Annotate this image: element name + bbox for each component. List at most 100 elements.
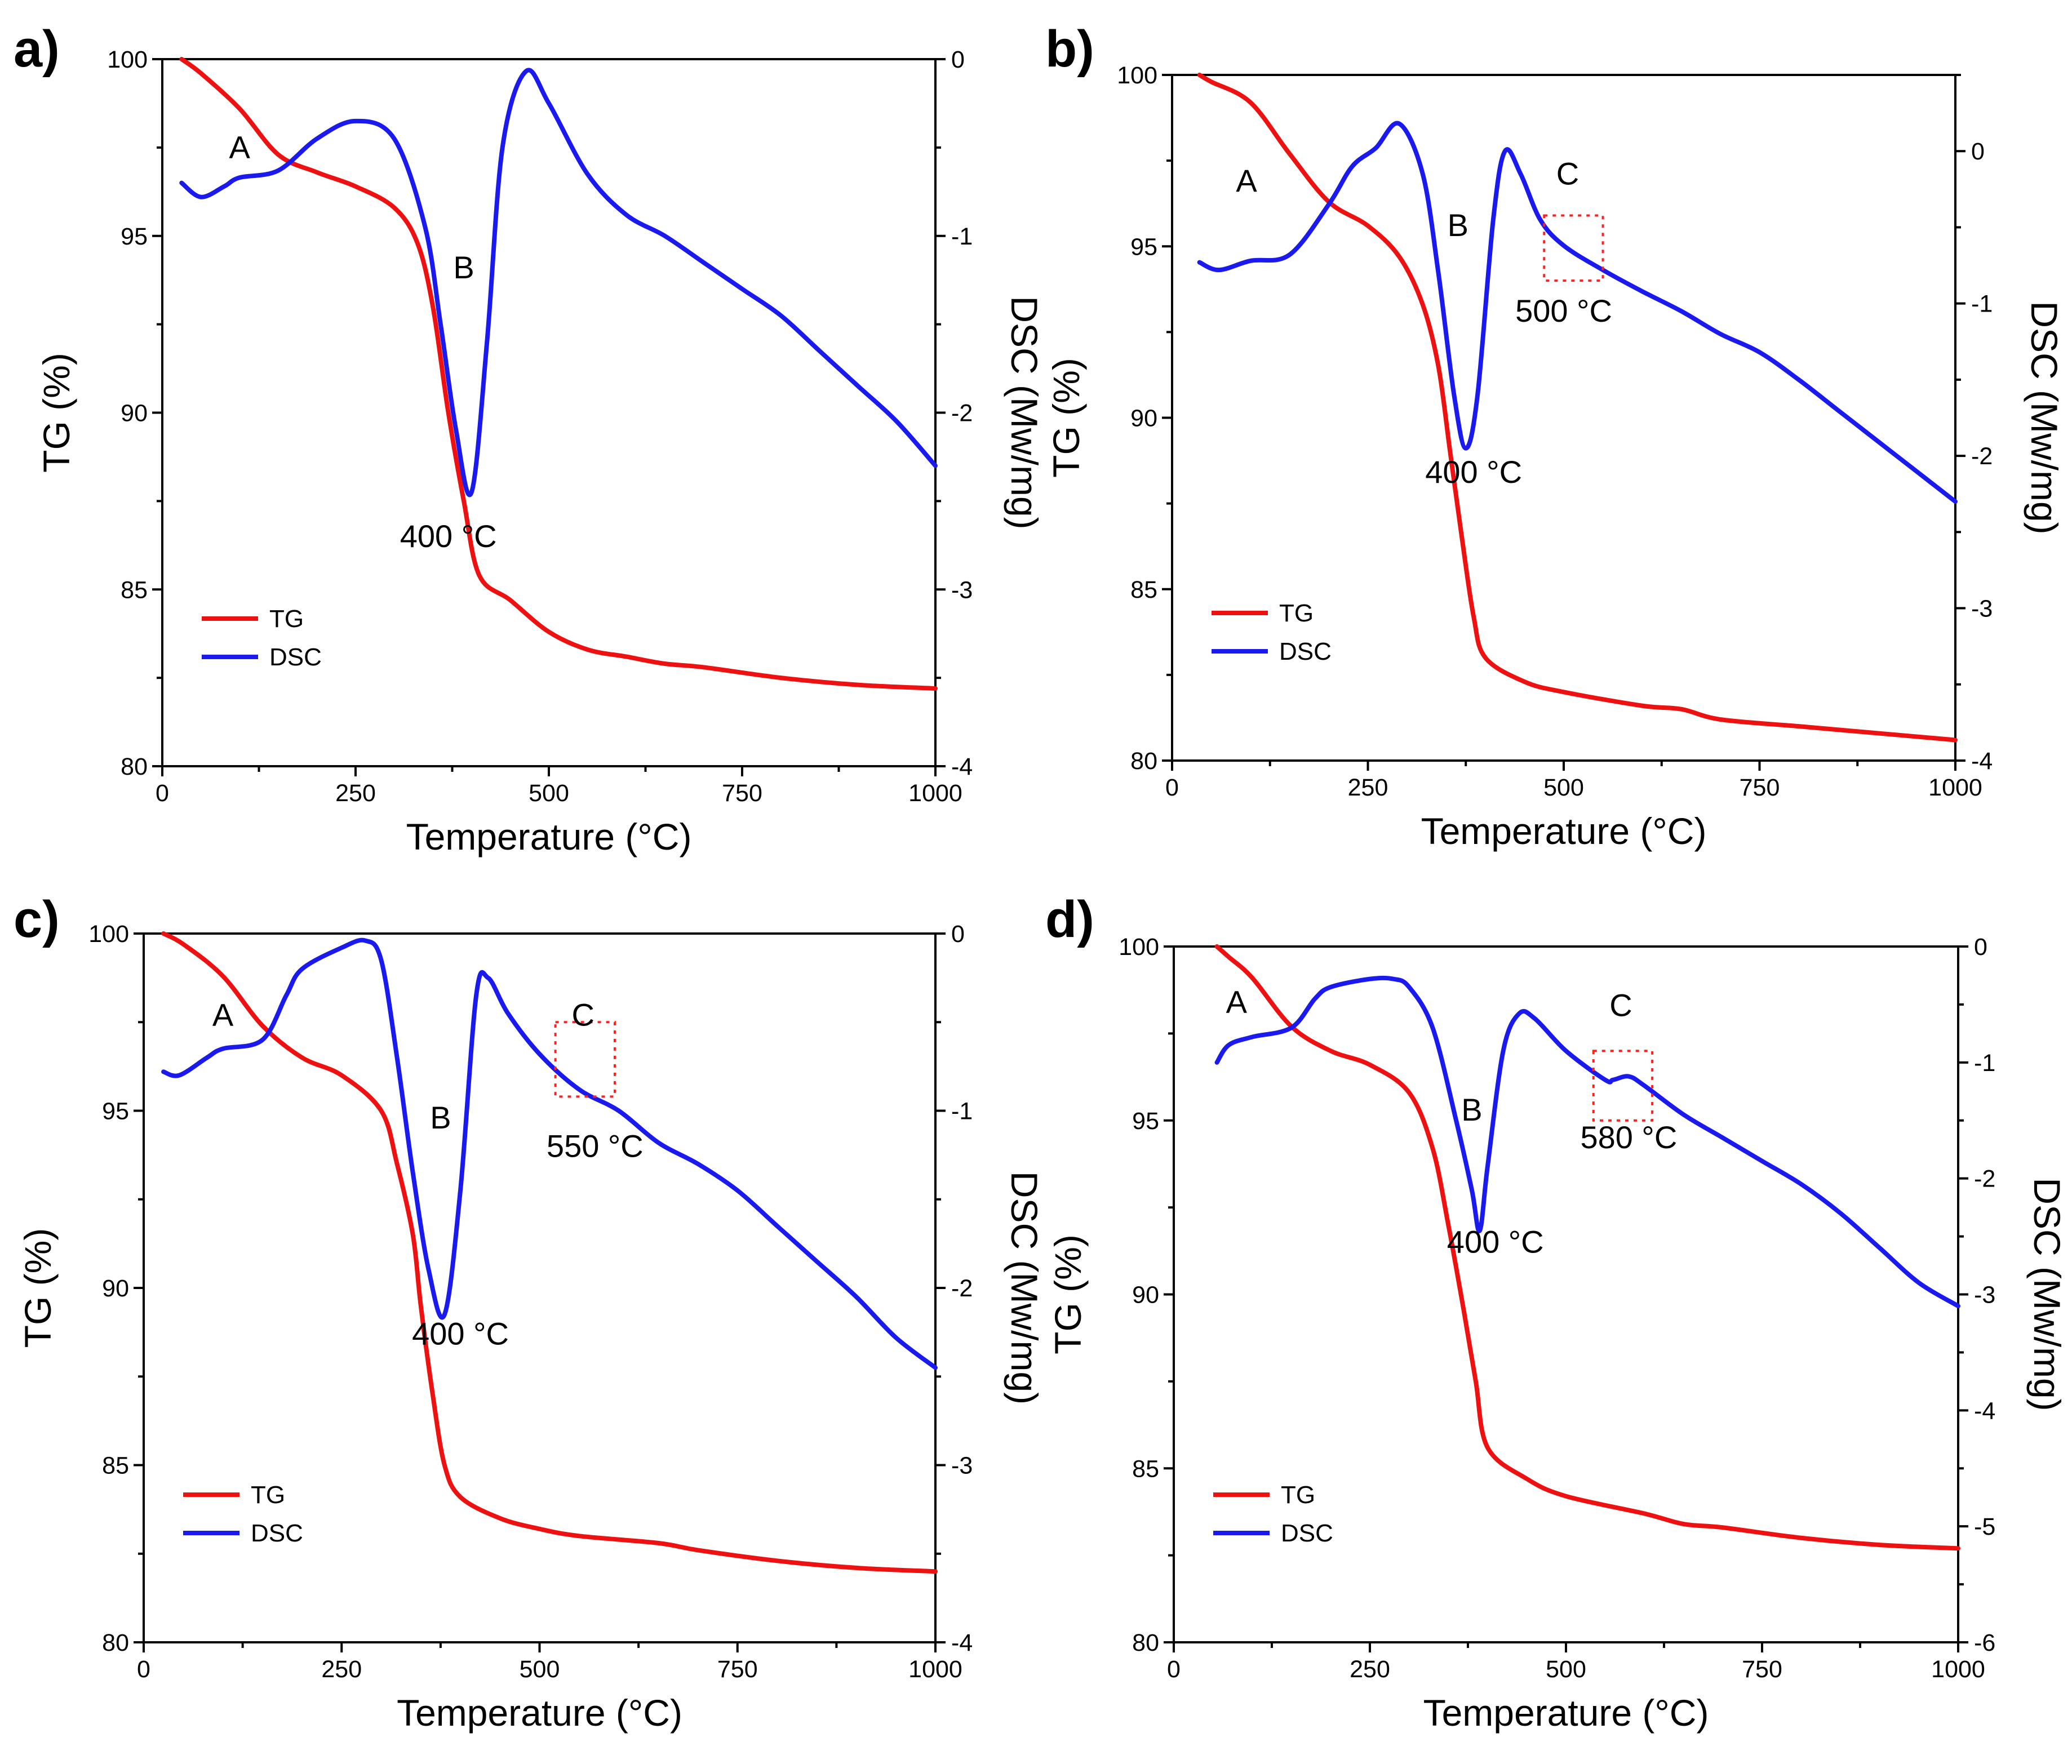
legend-label-dsc: DSC	[251, 1519, 303, 1547]
legend-label-tg: TG	[1281, 1481, 1315, 1509]
tg-curve	[161, 931, 938, 1574]
x-tick-label: 500	[520, 1656, 560, 1683]
annotation-label: A	[229, 130, 251, 165]
x-tick-label: 1000	[908, 780, 962, 807]
y-tick-label: 100	[1119, 934, 1159, 961]
x-tick-label: 1000	[1928, 774, 1982, 801]
x-axis-label: Temperature (°C)	[406, 816, 692, 857]
annotation-label: C	[1556, 156, 1579, 192]
x-axis-label: Temperature (°C)	[1421, 810, 1707, 852]
panel-b: 0 250 500 750 1000 80 85 90 95 100 -4 -3 -2 -1 0 Temper…	[1045, 20, 2065, 852]
y2-tick-label: -2	[951, 400, 973, 427]
annotation-label: 400 °C	[412, 1316, 509, 1352]
y-axis-label: TG (%)	[36, 353, 77, 473]
tg-curve	[179, 57, 938, 691]
y-tick-label: 100	[107, 46, 148, 73]
x-tick-label: 750	[1740, 774, 1780, 801]
legend-label-dsc: DSC	[269, 643, 322, 671]
y2-tick-label: -2	[1971, 443, 1993, 470]
y2-tick-label: -6	[1974, 1629, 1995, 1656]
tg-curve	[1214, 944, 1960, 1551]
y2-tick-label: -1	[1974, 1050, 1995, 1077]
y2-axis-label: DSC (Mw/mg)	[2024, 301, 2065, 534]
y2-axis-label: DSC (Mw/mg)	[1004, 296, 1045, 529]
dsc-curve	[1197, 121, 1958, 504]
x-tick-label: 750	[717, 1656, 758, 1683]
x-tick-label: 250	[1350, 1656, 1390, 1683]
x-tick-label: 250	[1348, 774, 1388, 801]
y2-tick-label: -2	[951, 1275, 973, 1302]
panel-c: 0 250 500 750 1000 80 85 90 95 100 -4 -3 -2 -1 0 Temper…	[14, 891, 1045, 1734]
y-tick-label: 95	[1130, 233, 1157, 260]
y2-tick-label: -3	[1971, 596, 1993, 623]
annotation-label: A	[1226, 984, 1248, 1019]
y-tick-label: 95	[1132, 1108, 1159, 1135]
y-tick-label: 95	[102, 1098, 129, 1125]
dsc-curve	[161, 937, 938, 1370]
annotation-label: B	[1461, 1092, 1482, 1127]
panel-label: a)	[14, 20, 60, 78]
transition-marker-box	[554, 1021, 616, 1098]
y2-tick-label: -1	[951, 1098, 973, 1125]
y2-axis-label: DSC (Mw/mg)	[2026, 1178, 2068, 1411]
legend-label-dsc: DSC	[1279, 638, 1332, 665]
y-tick-label: 80	[102, 1629, 129, 1656]
y-axis-label: TG (%)	[1047, 1234, 1089, 1354]
annotation-label: A	[1236, 163, 1257, 198]
y2-tick-label: -4	[951, 1629, 973, 1656]
x-tick-label: 250	[335, 780, 376, 807]
legend-label-dsc: DSC	[1281, 1519, 1333, 1547]
y-tick-label: 85	[121, 576, 148, 603]
annotation-label: 400 °C	[1425, 454, 1522, 490]
annotation-label: 400 °C	[1447, 1224, 1544, 1259]
x-tick-label: 500	[1546, 1656, 1586, 1683]
legend-label-tg: TG	[1279, 599, 1314, 627]
y2-axis-label: DSC (Mw/mg)	[1004, 1171, 1045, 1405]
y-tick-label: 100	[1117, 62, 1157, 89]
annotation-label: 580 °C	[1580, 1119, 1677, 1155]
legend-label-tg: TG	[269, 605, 304, 633]
y-tick-label: 90	[1132, 1282, 1159, 1309]
x-tick-label: 500	[529, 780, 569, 807]
x-axis-label: Temperature (°C)	[1423, 1692, 1709, 1734]
x-tick-label: 750	[722, 780, 762, 807]
annotation-label: 400 °C	[400, 518, 497, 554]
y2-tick-label: -5	[1974, 1513, 1995, 1540]
y-tick-label: 90	[1130, 405, 1157, 432]
transition-marker-box	[1592, 1050, 1654, 1122]
y2-tick-label: -1	[951, 223, 973, 250]
y-tick-label: 85	[1132, 1455, 1159, 1482]
panel-label: d)	[1045, 891, 1094, 948]
y-tick-label: 100	[88, 921, 129, 948]
tg-curve	[1197, 73, 1958, 743]
y-tick-label: 80	[1132, 1629, 1159, 1656]
y2-tick-label: -4	[951, 753, 973, 780]
annotation-label: C	[572, 997, 594, 1033]
x-tick-label: 1000	[1931, 1656, 1985, 1683]
y2-tick-label: -4	[1971, 748, 1993, 775]
panel-label: c)	[14, 891, 60, 948]
x-tick-label: 500	[1543, 774, 1584, 801]
annotation-label: B	[1448, 207, 1468, 243]
x-tick-label: 0	[1165, 774, 1179, 801]
y-tick-label: 85	[1130, 576, 1157, 603]
y2-tick-label: -3	[1974, 1282, 1995, 1309]
y-axis-label: TG (%)	[1045, 358, 1087, 478]
y2-tick-label: 0	[1971, 138, 1985, 165]
y2-tick-label: -3	[951, 1452, 973, 1479]
x-axis-label: Temperature (°C)	[397, 1692, 682, 1734]
panel-d: 0 250 500 750 1000 80 85 90 95 100 -6 -5 -4 -3 -2 -1 0 Te…	[1045, 891, 2068, 1734]
y-tick-label: 90	[121, 400, 148, 427]
x-tick-label: 250	[321, 1656, 362, 1683]
y2-tick-label: 0	[1974, 934, 1987, 961]
x-tick-label: 1000	[908, 1656, 962, 1683]
y-tick-label: 80	[121, 753, 148, 780]
y2-tick-label: 0	[951, 921, 965, 948]
legend-label-tg: TG	[251, 1481, 285, 1509]
annotation-label: B	[430, 1100, 451, 1135]
annotation-label: A	[212, 997, 234, 1033]
y-tick-label: 80	[1130, 748, 1157, 775]
annotation-label: 550 °C	[547, 1128, 644, 1163]
y2-tick-label: -3	[951, 576, 973, 603]
